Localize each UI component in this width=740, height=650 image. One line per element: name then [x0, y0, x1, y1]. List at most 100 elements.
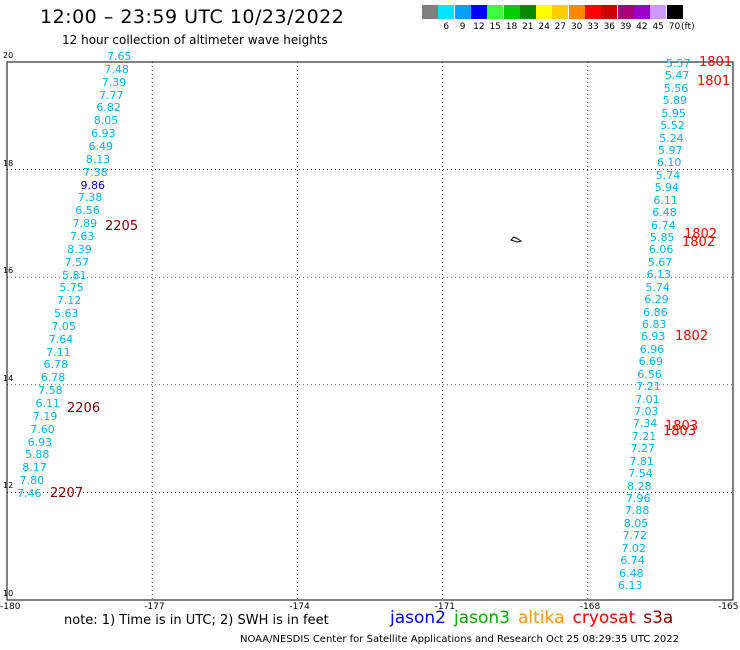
satellite-name-cryosat: cryosat [572, 608, 636, 628]
swh-label: 5.81 [62, 268, 87, 282]
swh-label: 5.52 [660, 119, 685, 133]
swh-label: 7.57 [64, 255, 90, 269]
swh-label: 5.74 [655, 168, 681, 182]
x-tick-label: -165 [718, 602, 739, 612]
legend-swatch [536, 5, 553, 19]
swh-label: 6.13 [646, 268, 672, 282]
swh-label: 7.88 [624, 504, 650, 518]
legend-label: 12 [473, 22, 485, 32]
legend-unit: (ft) [681, 22, 695, 32]
swh-label: 5.56 [663, 81, 689, 95]
legend-label: 21 [522, 22, 534, 32]
pass-time-label: 1801 [699, 55, 733, 70]
legend-label: 18 [505, 22, 518, 32]
swh-label: 7.58 [38, 384, 63, 398]
x-tick-label: -177 [144, 602, 165, 612]
legend-label: 27 [554, 22, 567, 32]
legend-swatch [454, 5, 471, 19]
swh-label: 6.82 [96, 101, 121, 115]
swh-label: 6.11 [35, 397, 61, 411]
legend-label: 33 [587, 22, 599, 32]
legend-swatch [422, 5, 438, 19]
legend-swatch [666, 5, 683, 19]
swh-label: 6.74 [620, 554, 645, 568]
y-tick-label: 12 [3, 481, 14, 491]
swh-label: 7.54 [628, 467, 653, 481]
legend-label: 24 [538, 22, 550, 32]
legend-swatch [519, 5, 536, 19]
swh-label: 7.65 [107, 50, 132, 63]
swh-label: 6.74 [651, 218, 676, 232]
swh-label: 7.21 [636, 380, 661, 394]
pass-time-label: 2206 [67, 401, 101, 416]
satellite-name-altika: altika [518, 608, 565, 628]
swh-label: 8.39 [67, 242, 92, 256]
island-marker [510, 236, 523, 243]
legend-label: 70 [668, 22, 681, 32]
legend-label: 45 [652, 22, 664, 32]
swh-label: 6.93 [640, 330, 666, 344]
swh-label: 7.11 [46, 345, 71, 359]
legend-swatch [633, 5, 650, 19]
legend-swatch [470, 5, 487, 19]
legend-swatch [552, 5, 569, 19]
legend-swatch [503, 5, 520, 19]
page-title: 12:00 – 23:59 UTC 10/23/2022 [40, 6, 345, 28]
swh-label: 7.39 [101, 75, 127, 89]
swh-label: 6.06 [648, 243, 674, 257]
legend-label: 42 [636, 22, 648, 32]
pass-time-label: 1801 [697, 74, 731, 89]
page-subtitle: 12 hour collection of altimeter wave hei… [62, 33, 328, 47]
swh-label: 7.96 [626, 492, 651, 505]
swh-label: 6.13 [618, 579, 643, 592]
swh-label: 6.83 [642, 318, 667, 331]
satellite-name-jason2: jason2 [390, 608, 446, 628]
legend-swatch [568, 5, 585, 19]
swh-label: 7.46 [17, 487, 42, 500]
swh-label: 7.64 [48, 332, 74, 346]
swh-label: 6.78 [40, 371, 66, 385]
legend-label: 36 [603, 22, 616, 32]
swh-label: 6.96 [639, 342, 665, 356]
swh-label: 5.47 [664, 69, 690, 83]
swh-label: 7.81 [629, 454, 654, 468]
swh-label: 7.48 [104, 62, 129, 76]
swh-label: 7.05 [51, 319, 76, 333]
legend-label: 39 [619, 22, 632, 32]
swh-label: 5.85 [650, 231, 675, 244]
swh-label: 7.19 [32, 409, 58, 423]
swh-label: 7.02 [621, 541, 646, 555]
swh-label: 7.72 [622, 529, 648, 543]
swh-label: 7.80 [19, 474, 45, 488]
legend-label: 30 [570, 22, 583, 32]
swh-label: 7.12 [56, 294, 82, 308]
legend-swatch [601, 5, 618, 19]
map-frame [6, 61, 734, 601]
satellite-name-jason3: jason3 [454, 608, 510, 628]
swh-label: 8.05 [623, 516, 649, 530]
swh-label: 7.89 [72, 217, 98, 231]
swh-label: 7.77 [99, 88, 124, 102]
swh-label: 7.03 [634, 405, 659, 418]
swh-label: 6.56 [75, 204, 100, 218]
x-tick-label: -180 [0, 602, 21, 612]
swh-label: 6.49 [88, 139, 113, 153]
swh-label: 8.13 [85, 152, 111, 166]
legend-swatch [585, 5, 601, 19]
swh-label: 7.63 [69, 229, 95, 243]
legend-swatch [650, 5, 667, 19]
swh-label: 7.21 [631, 429, 657, 443]
swh-label: 5.88 [24, 448, 50, 462]
satellite-name-s3a: s3a [643, 608, 674, 628]
swh-label: 6.93 [27, 435, 53, 449]
y-tick-label: 18 [3, 158, 14, 168]
pass-time-label: 1803 [665, 419, 699, 434]
swh-label: 7.27 [630, 442, 656, 456]
legend-swatch [487, 5, 504, 19]
swh-label: 7.60 [30, 422, 55, 436]
pass-time-label: 1802 [684, 227, 718, 242]
swh-label: 6.56 [637, 367, 662, 381]
swh-label: 5.24 [659, 131, 684, 145]
swh-label: 5.89 [662, 94, 688, 108]
swh-label: 5.74 [645, 280, 670, 294]
